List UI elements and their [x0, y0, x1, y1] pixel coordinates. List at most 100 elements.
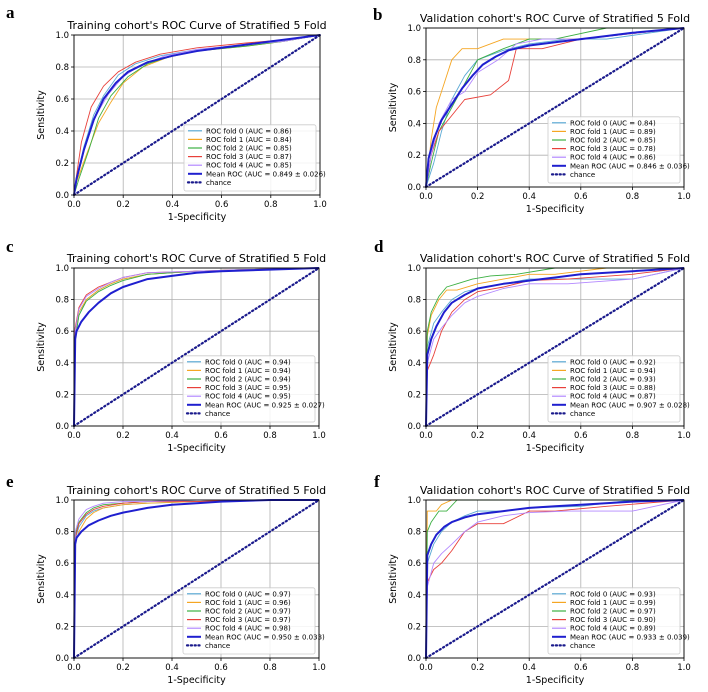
x-tick-label: 1.0: [677, 431, 691, 441]
legend-entry: ROC fold 4 (AUC = 0.98): [205, 625, 291, 633]
chart-title: Validation cohort's ROC Curve of Stratif…: [420, 252, 690, 265]
x-tick-label: 0.4: [522, 431, 536, 441]
roc-fold-line: [425, 267, 685, 427]
chart-title: Validation cohort's ROC Curve of Stratif…: [420, 484, 690, 497]
axes-frame: [425, 27, 685, 188]
roc-fold-line: [425, 499, 685, 659]
axes-frame: [73, 499, 320, 659]
y-tick-label: 0.8: [55, 296, 69, 306]
x-tick-label: 0.2: [116, 663, 130, 673]
mean-roc-line: [425, 27, 685, 188]
y-tick-label: 0.2: [55, 622, 69, 632]
x-tick-label: 0.8: [264, 200, 278, 210]
y-tick-label: 0.6: [407, 559, 421, 569]
legend-box: [547, 355, 681, 423]
x-tick-label: 0.0: [67, 200, 81, 210]
legend-entry: ROC fold 0 (AUC = 0.86): [206, 127, 292, 135]
y-tick-label: 0.4: [407, 591, 421, 601]
y-axis-label: Sensitivity: [388, 554, 399, 604]
chance-line: [424, 266, 686, 428]
x-axis-label: 1-Specificity: [526, 443, 585, 454]
legend: ROC fold 0 (AUC = 0.92)ROC fold 1 (AUC =…: [547, 355, 690, 423]
legend-entry: chance: [570, 410, 595, 418]
legend-box: [183, 124, 317, 192]
y-axis-label: Sensitivity: [36, 322, 47, 372]
x-tick-label: 1.0: [313, 200, 327, 210]
x-tick-label: 0.6: [215, 200, 229, 210]
y-tick-label: 0.6: [55, 327, 69, 337]
y-tick-label: 0.8: [55, 63, 69, 73]
panel-letter: b: [373, 5, 382, 24]
chart-title: Training cohort's ROC Curve of Stratifie…: [66, 484, 326, 497]
x-tick-label: 0.2: [471, 431, 485, 441]
chart-title: Training cohort's ROC Curve of Stratifie…: [66, 19, 326, 32]
chance-line: [72, 33, 322, 197]
legend-entry: Mean ROC (AUC = 0.933 ± 0.039): [570, 633, 690, 641]
legend-entry: ROC fold 3 (AUC = 0.90): [570, 616, 656, 624]
legend-entry: ROC fold 3 (AUC = 0.88): [570, 384, 656, 392]
legend-entry: ROC fold 1 (AUC = 0.99): [570, 599, 656, 607]
legend-entry: ROC fold 3 (AUC = 0.87): [206, 153, 292, 161]
x-tick-label: 1.0: [677, 663, 691, 673]
legend-entry: chance: [205, 410, 230, 418]
panel-letter: a: [6, 3, 15, 22]
legend-entry: chance: [570, 642, 595, 650]
chance-line: [72, 498, 321, 660]
roc-fold-line: [425, 27, 685, 188]
panel-letter: f: [374, 472, 380, 491]
roc-panel-c: c0.0 0.2 0.4 0.6 0.8 1.00.00.20.40.60.81.0Tra…: [6, 237, 326, 454]
x-tick-label: 0.4: [165, 663, 179, 673]
x-axis-label: 1-Specificity: [526, 204, 585, 215]
y-tick-label: 1.0: [407, 264, 421, 274]
y-tick-label: 0.6: [407, 327, 421, 337]
chance-line: [424, 498, 686, 660]
x-tick-label: 0.4: [165, 431, 179, 441]
y-tick-label: 0.8: [55, 528, 69, 538]
y-axis-label: Sensitivity: [388, 82, 399, 132]
x-tick-label: 1.0: [677, 192, 691, 202]
legend-entry: ROC fold 2 (AUC = 0.97): [570, 608, 656, 616]
x-tick-label: 0.2: [471, 192, 485, 202]
chart-title: Validation cohort's ROC Curve of Stratif…: [420, 12, 690, 25]
x-tick-label: 0.0: [419, 192, 433, 202]
x-tick-label: 0.4: [522, 663, 536, 673]
roc-fold-line: [73, 34, 321, 196]
mean-roc-line: [425, 499, 685, 659]
x-tick-label: 0.8: [263, 663, 277, 673]
x-axis-label: 1-Specificity: [526, 675, 585, 686]
roc-fold-line: [73, 34, 321, 196]
roc-panel-a: a0.0 0.2 0.4 0.6 0.8 1.00.00.20.40.60.81.0Tra…: [6, 3, 327, 223]
y-tick-label: 1.0: [55, 496, 69, 506]
legend-entry: ROC fold 3 (AUC = 0.95): [205, 384, 291, 392]
y-axis-label: Sensitivity: [388, 322, 399, 372]
y-axis-label: Sensitivity: [36, 554, 47, 604]
y-tick-label: 0.0: [55, 191, 69, 201]
mean-roc-line: [425, 267, 685, 427]
legend-entry: Mean ROC (AUC = 0.925 ± 0.027): [205, 401, 325, 409]
legend: ROC fold 0 (AUC = 0.94)ROC fold 1 (AUC =…: [182, 355, 325, 423]
y-tick-label: 0.2: [407, 622, 421, 632]
legend-entry: ROC fold 2 (AUC = 0.97): [205, 608, 291, 616]
legend-entry: ROC fold 1 (AUC = 0.94): [570, 367, 656, 375]
x-tick-label: 0.8: [626, 431, 640, 441]
legend: ROC fold 0 (AUC = 0.93)ROC fold 1 (AUC =…: [547, 587, 690, 655]
legend-entry: Mean ROC (AUC = 0.849 ± 0.026): [206, 170, 326, 178]
legend: ROC fold 0 (AUC = 0.84)ROC fold 1 (AUC =…: [547, 116, 690, 184]
panel-letter: c: [6, 237, 14, 256]
mean-roc-line: [73, 499, 319, 659]
roc-fold-line: [425, 267, 685, 427]
legend-entry: ROC fold 1 (AUC = 0.96): [205, 599, 291, 607]
legend-entry: chance: [570, 171, 595, 179]
x-tick-label: 0.6: [574, 663, 588, 673]
x-tick-label: 0.6: [574, 431, 588, 441]
y-tick-label: 0.2: [407, 390, 421, 400]
y-tick-label: 0.8: [407, 56, 421, 66]
x-tick-label: 0.4: [166, 200, 180, 210]
roc-fold-line: [425, 267, 684, 427]
legend-entry: ROC fold 4 (AUC = 0.95): [205, 393, 291, 401]
x-tick-label: 0.4: [522, 192, 536, 202]
y-tick-label: 0.0: [55, 422, 69, 432]
y-tick-label: 0.6: [55, 559, 69, 569]
legend-entry: ROC fold 0 (AUC = 0.94): [205, 358, 291, 366]
